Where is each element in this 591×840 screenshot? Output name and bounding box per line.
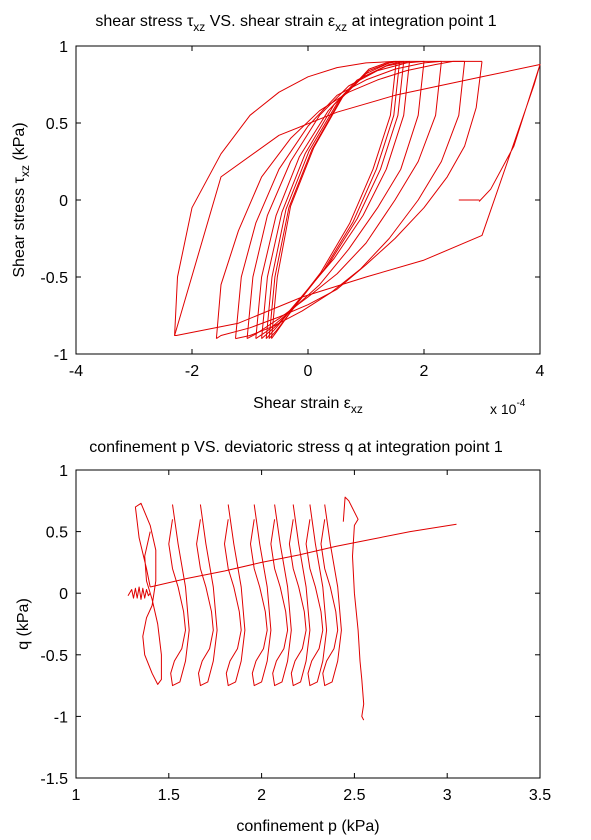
chart-2-y-axis-label: q (kPa)	[15, 598, 32, 650]
x-tick-label: 2.5	[343, 787, 365, 804]
series-line	[261, 61, 410, 339]
series-line	[224, 504, 246, 687]
series-line	[268, 61, 401, 339]
chart-1-series	[174, 60, 541, 340]
series-line	[150, 523, 457, 588]
x-tick-label: 0	[304, 363, 313, 380]
series-line	[196, 504, 218, 687]
series-line	[255, 61, 425, 340]
chart-1-title: shear stress τxz VS. shear strain εxz at…	[95, 13, 496, 34]
series-line	[174, 64, 541, 336]
y-tick-label: -0.5	[40, 648, 68, 665]
x-tick-label: -2	[185, 363, 199, 380]
series-line	[216, 61, 483, 340]
y-tick-label: 1	[59, 39, 68, 56]
series-line	[268, 60, 397, 339]
series-line	[168, 504, 190, 687]
series-line	[288, 504, 311, 687]
x-tick-label: 1	[72, 787, 81, 804]
series-line	[127, 586, 151, 600]
y-tick-label: -1.5	[40, 771, 68, 788]
chart-1-y-axis-label: Shear stress τxz (kPa)	[11, 122, 32, 277]
series-line	[246, 60, 425, 339]
confinement-deviatoric-chart: confinement p VS. deviatoric stress q at…	[15, 439, 551, 835]
series-line	[342, 496, 365, 721]
series-line	[235, 61, 466, 340]
y-tick-label: -1	[54, 347, 68, 364]
series-line	[305, 504, 328, 687]
x-tick-label: 2	[420, 363, 429, 380]
chart-2-title: confinement p VS. deviatoric stress q at…	[89, 439, 503, 456]
series-line	[270, 504, 292, 687]
y-tick-label: 0.5	[46, 525, 68, 542]
y-tick-label: 0.5	[46, 116, 68, 133]
series-line	[271, 60, 394, 339]
series-line	[250, 504, 272, 687]
x-tick-label: 1.5	[158, 787, 180, 804]
chart-1-x-axis-label: Shear strain εxz	[253, 395, 363, 416]
chart-2-series	[127, 496, 457, 721]
series-line	[271, 61, 397, 339]
x-tick-label: 3	[443, 787, 452, 804]
chart-2-plot-area	[75, 469, 541, 779]
series-line	[215, 60, 465, 339]
chart-2-ticks: 1 1.5 2 2.5 3 3.5 -1.5 -1 -0.5 0 0.5 1	[40, 463, 551, 804]
x-tick-label: -4	[69, 363, 83, 380]
series-line	[134, 502, 162, 685]
x-tick-label: 2	[257, 787, 266, 804]
y-tick-label: -0.5	[40, 270, 68, 287]
y-tick-label: 0	[59, 193, 68, 210]
chart-1-ticks: -4 -2 0 2 4 -1 -0.5 0 0.5 1	[40, 39, 544, 380]
series-line	[261, 60, 404, 339]
x-tick-label: 3.5	[529, 787, 551, 804]
y-tick-label: -1	[54, 709, 68, 726]
chart-2-x-axis-label: confinement p (kPa)	[236, 818, 379, 835]
y-tick-label: 1	[59, 463, 68, 480]
x-tick-label: 4	[536, 363, 545, 380]
series-line	[320, 504, 342, 687]
y-tick-label: 0	[59, 586, 68, 603]
series-line	[265, 61, 405, 339]
shear-stress-strain-chart: shear stress τxz VS. shear strain εxz at…	[11, 13, 545, 417]
chart-1-x-multiplier: x 10-4	[490, 398, 526, 417]
